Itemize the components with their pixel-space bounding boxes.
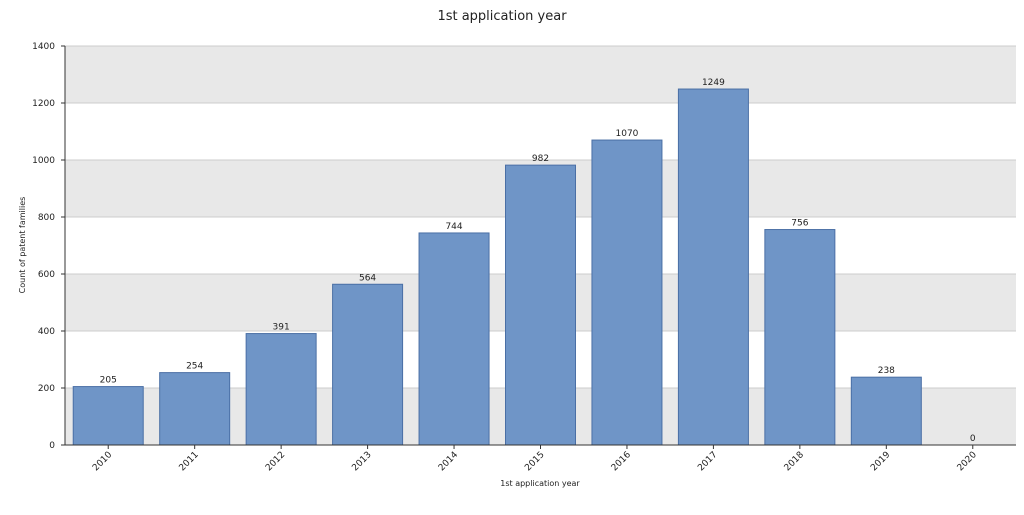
x-tick-label-2017: 2017	[696, 450, 719, 473]
y-axis-title: Count of patent families	[18, 197, 27, 294]
bar-2010[interactable]	[72, 386, 144, 446]
bar-2015[interactable]	[505, 164, 576, 446]
bar-2012[interactable]	[245, 333, 317, 446]
x-tick-label-2015: 2015	[523, 450, 546, 473]
x-tick-label-2016: 2016	[610, 450, 633, 473]
y-tick-label: 600	[38, 270, 55, 280]
bar-2017[interactable]	[677, 88, 749, 446]
x-tick-label-2014: 2014	[437, 450, 460, 473]
bar-2014[interactable]	[418, 232, 490, 446]
data-label-2020: 0	[970, 434, 976, 444]
y-axis-ticks: 0 200 400 600 800 1000 1200 1400	[32, 42, 65, 451]
y-tick-label: 1400	[32, 42, 55, 52]
data-label-2017: 1249	[702, 78, 725, 88]
x-axis-title: 1st application year	[500, 479, 580, 488]
x-tick-label-2013: 2013	[350, 450, 373, 473]
bars	[72, 88, 922, 446]
x-tick-label-2011: 2011	[178, 450, 201, 473]
data-label-2013: 564	[359, 273, 376, 283]
x-tick-label-2010: 2010	[91, 450, 114, 473]
chart-title: 1st application year	[437, 9, 567, 24]
bar-2011[interactable]	[159, 372, 231, 446]
grid-band	[65, 46, 1016, 103]
y-tick-label: 1200	[32, 99, 55, 109]
data-label-2019: 238	[878, 366, 895, 376]
data-label-2010: 205	[100, 376, 117, 386]
y-tick-label: 400	[38, 327, 55, 337]
x-tick-label-2018: 2018	[783, 450, 806, 473]
y-tick-label: 1000	[32, 156, 55, 166]
data-label-2011: 254	[186, 362, 203, 372]
data-label-2018: 756	[791, 219, 808, 229]
y-tick-label: 800	[38, 213, 55, 223]
y-tick-label: 0	[49, 441, 55, 451]
x-tick-label-2012: 2012	[264, 450, 287, 473]
bar-2019[interactable]	[850, 376, 922, 446]
data-labels: 205 254 391 564 744 982 1070 1249 756 238 0	[100, 78, 976, 444]
data-label-2012: 391	[273, 323, 290, 333]
x-tick-label-2020: 2020	[956, 450, 979, 473]
y-tick-label: 200	[38, 384, 55, 394]
x-tick-label-2019: 2019	[869, 450, 892, 473]
bar-2018[interactable]	[764, 229, 836, 446]
bar-2016[interactable]	[591, 139, 663, 446]
x-axis-ticks: 2010 2011 2012 2013 2014 2015 2016 2017 2018 2019…	[91, 445, 979, 473]
data-label-2016: 1070	[616, 129, 639, 139]
data-label-2014: 744	[445, 222, 462, 232]
data-label-2015: 982	[532, 154, 549, 164]
bar-2013[interactable]	[332, 283, 404, 446]
